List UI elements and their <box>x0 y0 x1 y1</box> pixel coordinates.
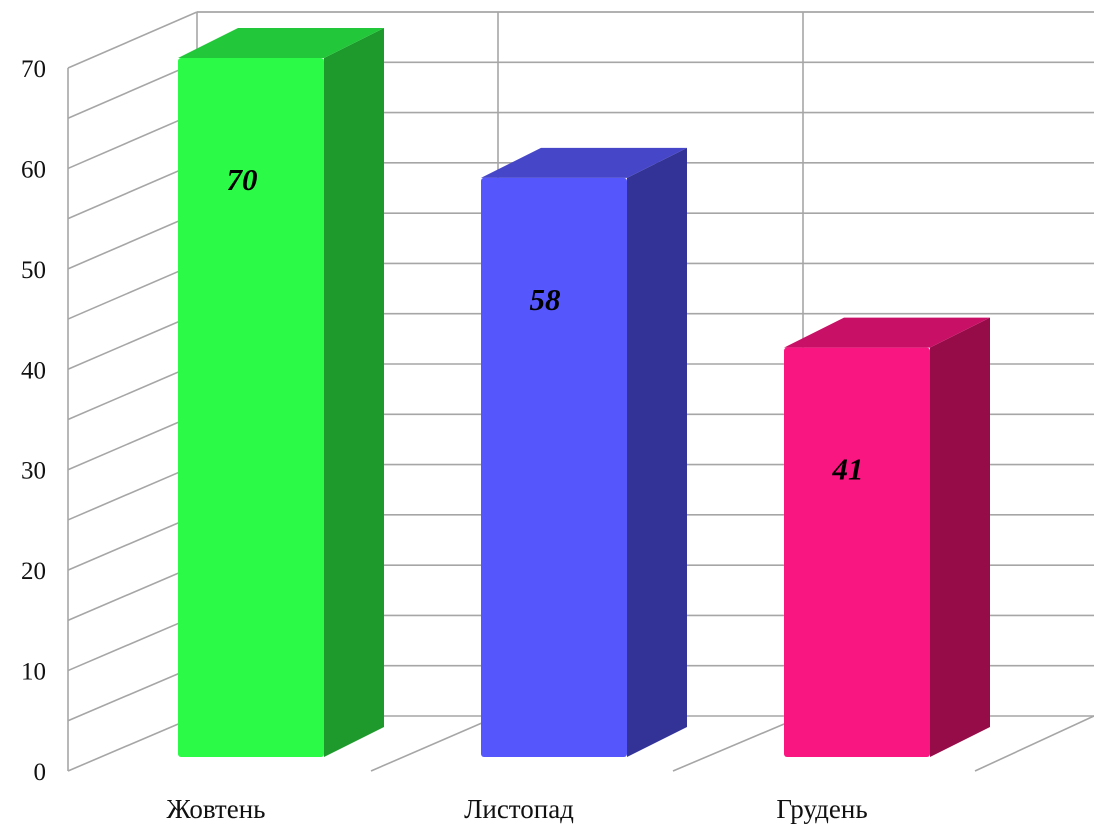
gridline-side <box>67 61 198 119</box>
x-category-label: Грудень <box>776 794 867 824</box>
y-tick-label: 30 <box>21 458 46 485</box>
gridline-side <box>67 413 198 471</box>
y-tick-label: 20 <box>21 558 46 585</box>
y-tick-label: 0 <box>34 759 47 786</box>
gridline-side <box>67 514 198 571</box>
gridline-side <box>67 312 198 371</box>
gridline-side <box>67 11 198 69</box>
bar-front <box>784 347 930 757</box>
bar-front <box>178 58 324 757</box>
gridline-side <box>67 664 198 722</box>
bar-3 <box>784 317 990 757</box>
bar-2 <box>481 147 687 758</box>
data-label: 41 <box>832 452 864 487</box>
floor-divider <box>370 715 499 772</box>
x-category-label: Жовтень <box>167 794 266 824</box>
bar-side <box>627 147 687 758</box>
x-axis-categories: Жовтень Листопад Грудень <box>167 794 868 824</box>
floor-divider <box>672 715 804 772</box>
gridline-side <box>67 564 198 622</box>
bar-front <box>481 177 627 758</box>
gridline-side <box>67 212 198 270</box>
bar-side <box>930 317 990 757</box>
gridline-side <box>67 162 198 220</box>
gridline-side <box>67 463 198 521</box>
gridline-side <box>67 715 198 772</box>
gridline-side <box>67 111 198 170</box>
bar-side <box>324 28 384 757</box>
bar-top <box>178 28 384 58</box>
data-labels: 70 58 41 <box>227 162 864 487</box>
bars <box>178 28 990 758</box>
y-tick-label: 10 <box>21 659 46 686</box>
y-axis-ticks: 0 10 20 30 40 50 60 70 <box>21 56 46 786</box>
y-tick-label: 70 <box>21 56 46 83</box>
data-label: 70 <box>227 162 258 197</box>
bar-top <box>481 147 687 178</box>
y-tick-label: 60 <box>21 156 46 183</box>
y-tick-label: 40 <box>21 357 46 384</box>
gridline-side <box>67 363 198 421</box>
floor-divider <box>974 715 1094 772</box>
bar-1 <box>178 28 384 757</box>
gridline-side <box>67 614 198 672</box>
x-category-label: Листопад <box>464 794 574 824</box>
bar-top <box>784 317 990 348</box>
gridline-side <box>67 262 198 320</box>
data-label: 58 <box>530 282 562 317</box>
y-tick-label: 50 <box>21 257 46 284</box>
